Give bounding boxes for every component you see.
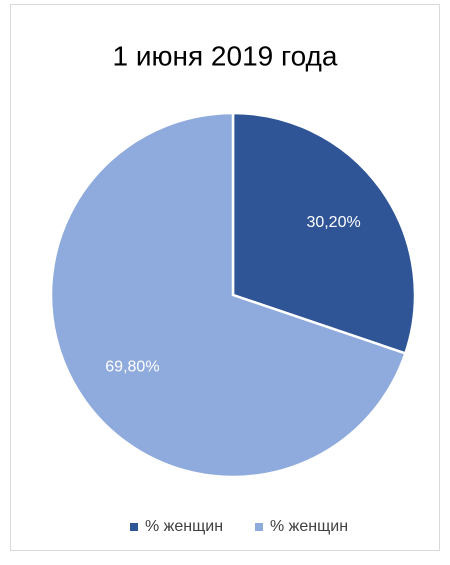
pie-slice <box>49 111 407 479</box>
legend-swatch <box>255 523 263 531</box>
data-label: 30,20% <box>306 214 360 231</box>
data-label: 69,80% <box>105 358 159 375</box>
legend-swatch <box>130 523 138 531</box>
legend-label: % женщин <box>270 518 348 535</box>
pie-slice <box>231 111 417 355</box>
legend-label: % женщин <box>145 518 223 535</box>
chart-title: 1 июня 2019 года <box>113 40 338 71</box>
